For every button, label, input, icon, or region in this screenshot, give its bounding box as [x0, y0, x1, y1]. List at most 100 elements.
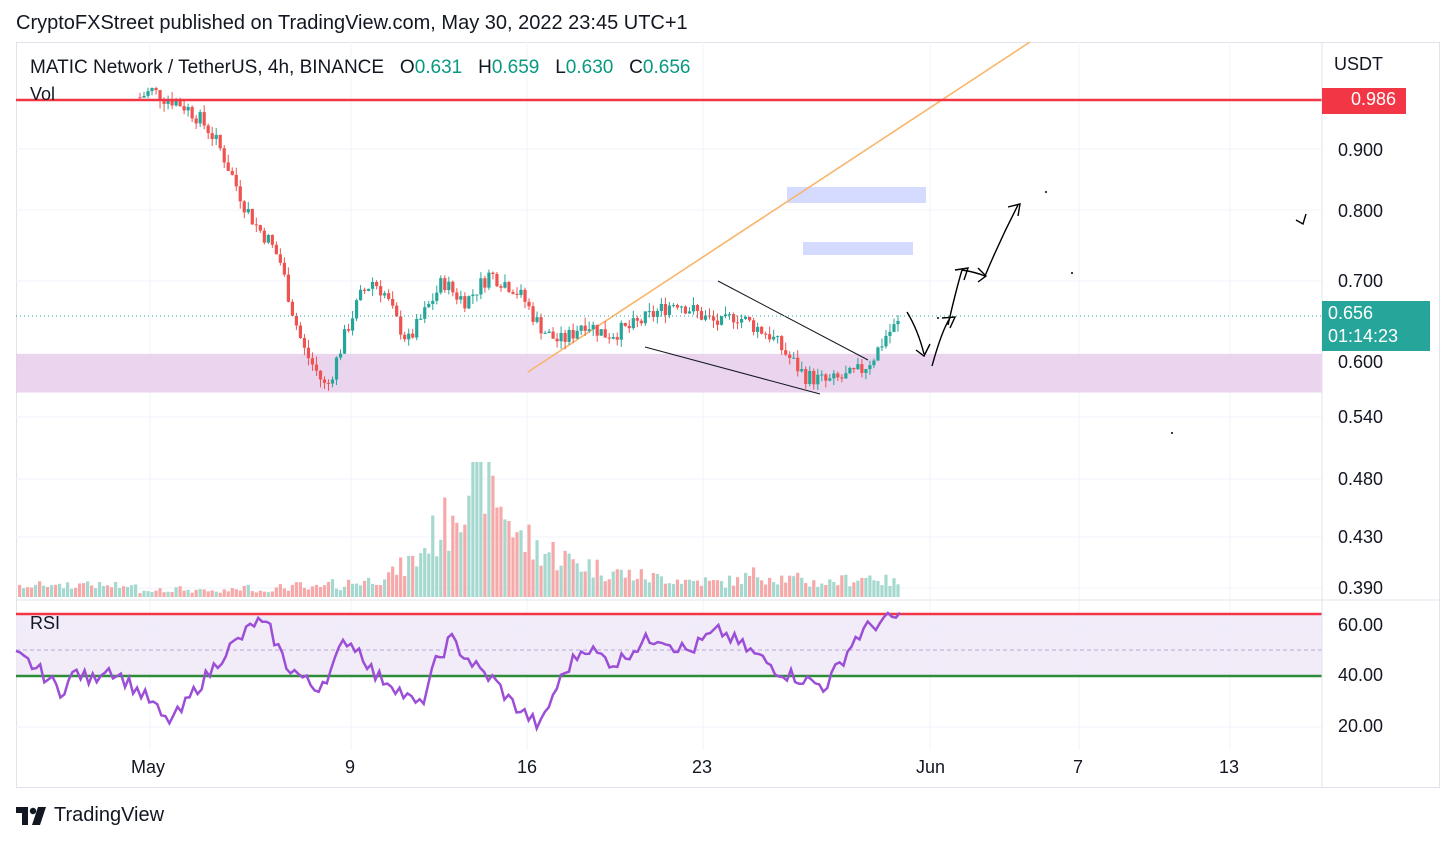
volume-bar	[94, 588, 98, 597]
candle-body	[784, 350, 788, 355]
candle-body	[399, 316, 403, 335]
volume-bar	[274, 587, 278, 597]
candle-body	[350, 318, 355, 331]
volume-bar	[635, 578, 639, 597]
volume-bar	[411, 555, 415, 597]
target-box-2	[803, 242, 913, 255]
volume-bar	[743, 572, 748, 597]
candle-body	[162, 100, 166, 104]
candle-body	[748, 316, 752, 321]
candle-body	[186, 107, 190, 111]
bar-countdown: 01:14:23	[1328, 326, 1399, 346]
volume-bar	[828, 579, 832, 597]
candle-body	[768, 334, 772, 340]
dot-3	[1171, 432, 1173, 434]
candle-body	[154, 88, 158, 91]
candle-body	[338, 353, 343, 358]
candle-body	[455, 292, 459, 300]
volume-bar	[423, 547, 427, 597]
symbol-name[interactable]: MATIC Network / TetherUS, 4h, BINANCE	[30, 57, 385, 78]
rsi-label[interactable]: RSI	[30, 613, 61, 633]
volume-bar	[302, 587, 307, 597]
candle-body	[439, 278, 443, 293]
candle-body	[411, 333, 415, 338]
volume-bar	[643, 579, 647, 597]
volume-bar	[651, 572, 655, 597]
volume-bar	[190, 592, 194, 597]
volume-bar	[852, 582, 856, 597]
volume-bar	[675, 579, 680, 597]
volume-bar	[214, 591, 218, 597]
candle-body	[615, 337, 619, 340]
candle-body	[852, 367, 856, 370]
candle-body	[603, 329, 607, 338]
price-tick: 0.540	[1338, 407, 1384, 427]
volume-bar	[463, 524, 467, 597]
footer-brand[interactable]: TradingView	[16, 804, 164, 827]
candle-body	[310, 358, 315, 365]
volume-bar	[772, 582, 776, 597]
candle-body	[643, 311, 647, 324]
candle-body	[511, 291, 515, 294]
volume-label[interactable]: Vol	[30, 84, 56, 104]
price-tick: 0.600	[1338, 352, 1384, 372]
time-tick: 23	[692, 757, 713, 777]
candle-body	[619, 322, 623, 340]
volume-bar	[162, 592, 166, 597]
candle-body	[671, 305, 675, 307]
candle-body	[896, 320, 900, 325]
candle-body	[358, 289, 363, 301]
time-tick: May	[131, 757, 166, 777]
volume-bar	[294, 582, 299, 597]
candle-body	[743, 316, 748, 319]
volume-bar	[182, 590, 186, 597]
volume-bar	[415, 566, 419, 597]
volume-bar	[254, 592, 258, 597]
volume-bar	[407, 555, 411, 597]
volume-bar	[455, 522, 459, 597]
candle-body	[639, 320, 643, 324]
volume-bar	[615, 569, 619, 597]
candle-body	[222, 148, 226, 163]
candle-body	[575, 330, 579, 339]
candle-body	[286, 274, 290, 302]
volume-bar	[186, 589, 190, 597]
volume-bar	[306, 589, 311, 597]
volume-bar	[346, 579, 351, 597]
chart-frame[interactable]	[16, 42, 1440, 788]
volume-bar	[262, 591, 266, 597]
price-tick: 0.390	[1338, 578, 1384, 598]
candle-body	[479, 278, 483, 295]
volume-bar	[595, 559, 599, 597]
candle-body	[495, 273, 499, 287]
orange-trend-line	[527, 41, 1031, 373]
candle-body	[679, 306, 684, 308]
volume-bar	[876, 580, 880, 597]
candle-body	[667, 305, 671, 316]
volume-bar	[776, 584, 780, 597]
volume-bar	[178, 586, 182, 597]
volume-bar	[354, 583, 359, 597]
volume-bar	[703, 577, 708, 597]
candle-body	[519, 289, 523, 295]
volume-bar	[403, 576, 407, 597]
volume-bar	[350, 583, 355, 597]
volume-bar	[250, 591, 254, 597]
volume-bar	[631, 580, 635, 597]
volume-bar	[30, 587, 34, 597]
candle-body	[306, 347, 311, 359]
candle-body	[715, 320, 720, 325]
currency-label[interactable]: USDT	[1334, 54, 1383, 74]
target-box-1	[787, 187, 926, 203]
volume-bar	[50, 585, 54, 597]
candle-body	[571, 329, 575, 339]
volume-bar	[824, 584, 828, 597]
volume-bar	[22, 588, 26, 597]
candle-body	[403, 334, 407, 340]
candle-body	[836, 373, 840, 378]
candle-body	[346, 329, 351, 331]
close-value: 0.656	[642, 57, 691, 78]
candle-body	[262, 230, 266, 243]
candle-body	[663, 303, 667, 316]
